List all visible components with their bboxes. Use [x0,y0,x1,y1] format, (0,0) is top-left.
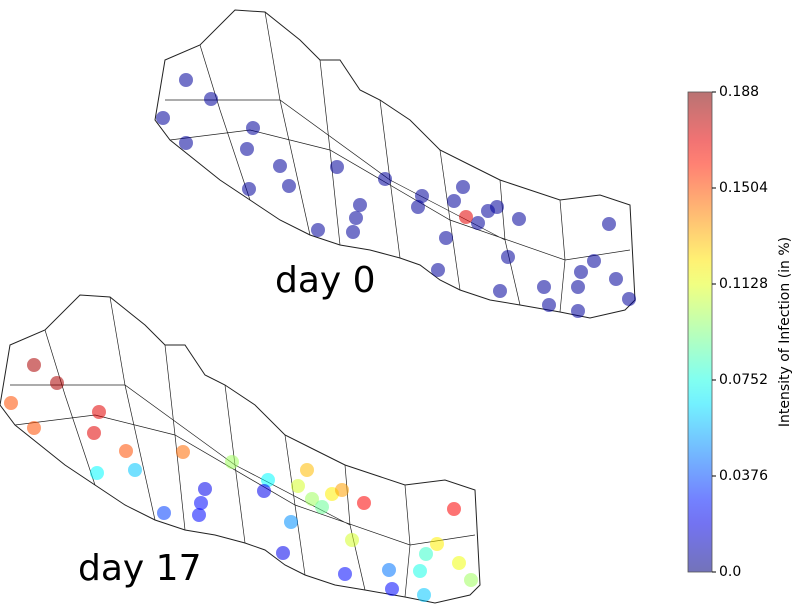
infection-dot [419,547,433,561]
colorbar-tick-label: 0.1504 [719,180,768,196]
infection-dot [176,445,190,459]
infection-dot [471,216,485,230]
infection-dot [257,484,271,498]
infection-dot [204,92,218,106]
infection-dot [179,73,193,87]
infection-dot [335,483,349,497]
infection-dot [300,463,314,477]
colorbar-tick-label: 0.0 [719,564,741,580]
infection-dot [305,492,319,506]
infection-dot [512,212,526,226]
infection-dot [464,573,478,587]
infection-dot [194,496,208,510]
infection-dot [493,284,507,298]
infection-dot [240,142,254,156]
map-day0 [154,9,636,319]
infection-dot [459,210,473,224]
infection-dot [284,515,298,529]
infection-dot [346,225,360,239]
infection-dot [225,455,239,469]
infection-dot [27,358,41,372]
infection-dot [456,180,470,194]
panel-title: day 17 [78,548,201,589]
infection-dot [447,194,461,208]
map-day17 [0,294,481,604]
infection-dot [311,223,325,237]
colorbar-tick-label: 0.0376 [719,468,768,484]
colorbar-tick-label: 0.1128 [719,276,768,292]
colorbar-tick-label: 0.188 [719,84,759,100]
infection-dot [413,564,427,578]
infection-dot [246,121,260,135]
infection-dot [501,250,515,264]
infection-dot [609,272,623,286]
infection-dot [571,280,585,294]
infection-dot [537,280,551,294]
infection-dot [542,298,556,312]
dots [4,73,636,602]
infection-dot [119,444,133,458]
infection-dot [157,506,171,520]
infection-dot [415,189,429,203]
infection-dot [349,211,363,225]
infection-dot [430,537,444,551]
infection-dot [417,588,431,602]
infection-dot [276,546,290,560]
infection-dot [242,182,256,196]
infection-dot [622,292,636,306]
infection-dot [574,265,588,279]
infection-dot [87,426,101,440]
infection-dot [4,396,18,410]
infection-dot [571,304,585,318]
infection-dot [291,479,305,493]
infection-dot [50,376,64,390]
infection-dot [92,405,106,419]
infection-dot [261,473,275,487]
infection-dot [198,482,212,496]
infection-dot [447,502,461,516]
infection-dot [587,254,601,268]
infection-dot [602,217,616,231]
colorbar-label: Intensity of Infection (in %) [777,237,793,427]
infection-dot [353,198,367,212]
infection-dot [490,200,504,214]
infection-dot [192,508,206,522]
infection-dot [382,563,396,577]
infection-dot [156,111,170,125]
infection-dot [439,231,453,245]
colorbar [687,91,713,573]
infection-dot [315,500,329,514]
infection-dot [330,160,344,174]
infection-dot [338,567,352,581]
infection-dot [345,533,359,547]
panel-title: day 0 [275,260,376,301]
infection-dot [431,263,445,277]
infection-dot [378,172,392,186]
infection-dot [282,179,296,193]
infection-dot [357,496,371,510]
infection-dot [411,200,425,214]
infection-dot [27,421,41,435]
infection-dot [452,556,466,570]
infection-dot [273,159,287,173]
colorbar-tick-label: 0.0752 [719,372,768,388]
infection-dot [128,463,142,477]
infection-dot [385,582,399,596]
infection-dot [90,466,104,480]
infection-dot [179,136,193,150]
